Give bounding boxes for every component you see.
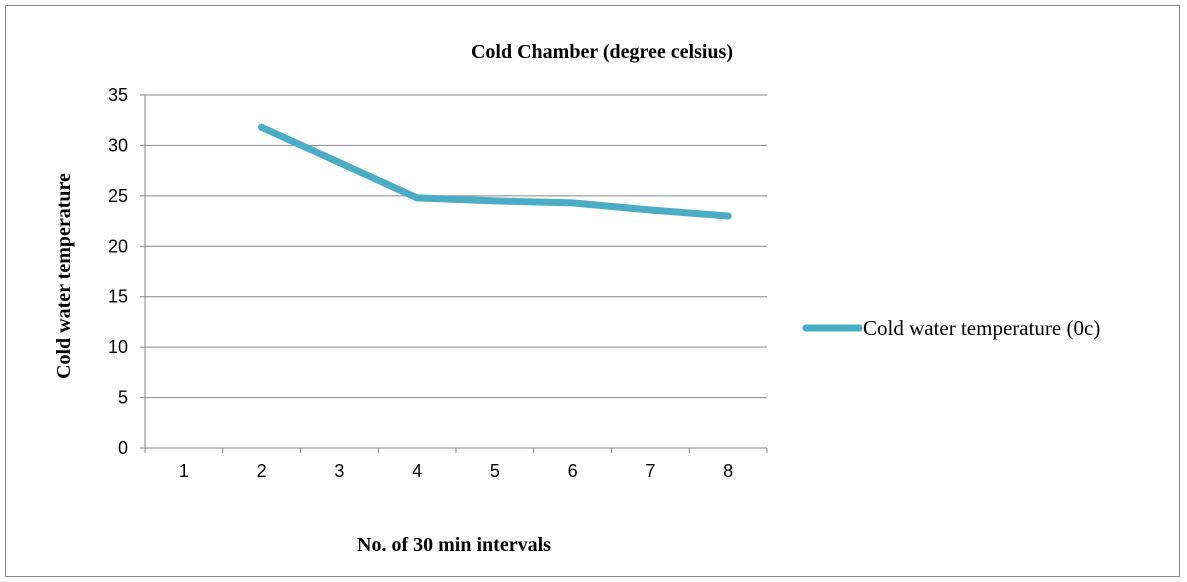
x-tick-label: 2 [257, 461, 267, 481]
x-tick-label: 7 [645, 461, 655, 481]
data-point [258, 123, 266, 131]
legend: Cold water temperature (0c) [802, 316, 1100, 340]
data-point [569, 199, 577, 207]
y-tick-label: 30 [108, 135, 128, 155]
gridlines [145, 94, 767, 399]
data-point [491, 197, 499, 205]
chart-title: Cold Chamber (degree celsius) [471, 41, 733, 63]
line-chart: 0 5 10 15 20 25 30 35 1 2 3 4 5 6 7 8 Cold Chamber (de… [53, 41, 1100, 556]
x-tick-label: 5 [490, 461, 500, 481]
x-axis-title: No. of 30 min intervals [357, 534, 551, 556]
x-tick-label: 6 [568, 461, 578, 481]
y-tick-label: 25 [108, 186, 128, 206]
data-point [335, 159, 343, 167]
y-tick-label: 5 [118, 388, 128, 408]
y-tick-label: 10 [108, 337, 128, 357]
x-tick-label: 1 [179, 461, 189, 481]
x-tick-label: 8 [723, 461, 733, 481]
data-point [646, 206, 654, 214]
series-lines [258, 123, 732, 220]
y-tick-label: 0 [118, 438, 128, 458]
y-tick-labels: 0 5 10 15 20 25 30 35 [108, 85, 128, 458]
x-tick-label: 4 [412, 461, 422, 481]
data-point [724, 212, 732, 220]
y-tick-label: 20 [108, 236, 128, 256]
y-axis-title: Cold water temperature [53, 173, 75, 379]
y-tick-label: 35 [108, 85, 128, 105]
x-tick-labels: 1 2 3 4 5 6 7 8 [179, 461, 733, 481]
axes [140, 94, 768, 453]
y-tick-label: 15 [108, 287, 128, 307]
data-point [413, 194, 421, 202]
legend-label: Cold water temperature (0c) [863, 316, 1100, 340]
chart-area: 0 5 10 15 20 25 30 35 1 2 3 4 5 6 7 8 Cold Chamber (de… [5, 5, 1180, 577]
x-tick-label: 3 [334, 461, 344, 481]
